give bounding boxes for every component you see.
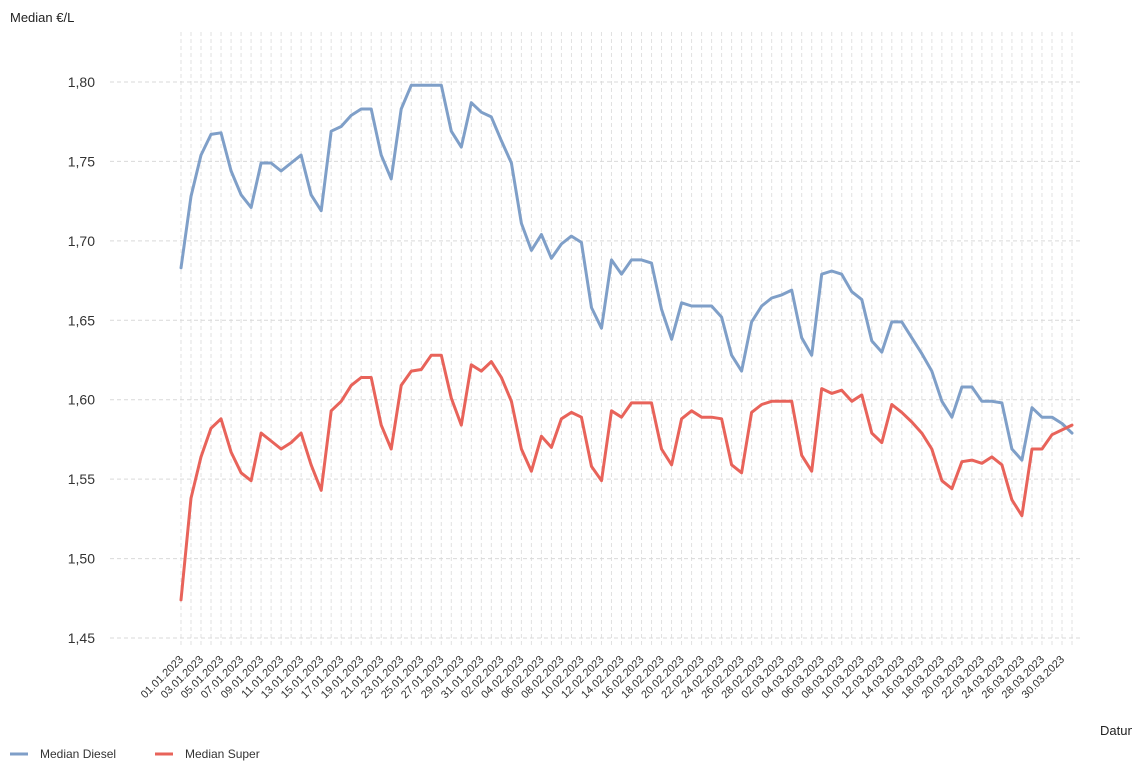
x-axis-tick-labels: 01.01.202303.01.202305.01.202307.01.2023… (139, 654, 1067, 701)
x-axis-title: Datum (1100, 723, 1132, 738)
y-axis-tick-labels: 1,45 1,50 1,55 1,60 1,65 1,70 1,75 1,80 (68, 74, 95, 646)
series-line-super (179, 353, 1074, 602)
y-tick-label: 1,60 (68, 392, 95, 408)
y-tick-label: 1,55 (68, 471, 95, 487)
legend-item-diesel[interactable]: Median Diesel (10, 747, 116, 761)
y-tick-label: 1,45 (68, 630, 95, 646)
vertical-gridlines (180, 32, 1073, 648)
series-lines (179, 83, 1074, 602)
legend-item-super[interactable]: Median Super (155, 747, 260, 761)
legend-label-super: Median Super (185, 747, 260, 761)
y-tick-label: 1,70 (68, 233, 95, 249)
y-axis-title: Median €/L (10, 10, 74, 25)
y-tick-label: 1,65 (68, 312, 95, 328)
y-tick-label: 1,75 (68, 153, 95, 169)
y-tick-label: 1,50 (68, 551, 95, 567)
series-line-diesel (179, 83, 1074, 462)
y-tick-label: 1,80 (68, 74, 95, 90)
legend-label-diesel: Median Diesel (40, 747, 116, 761)
horizontal-gridlines (110, 81, 1080, 639)
legend: Median Diesel Median Super (10, 747, 260, 761)
